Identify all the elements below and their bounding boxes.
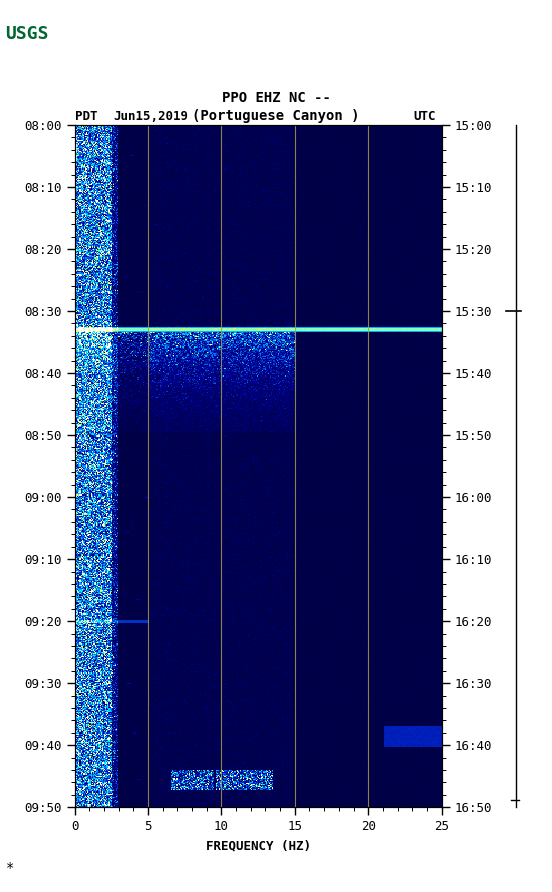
Text: (Portuguese Canyon ): (Portuguese Canyon ) (192, 109, 360, 123)
Text: Jun15,2019: Jun15,2019 (113, 110, 188, 123)
X-axis label: FREQUENCY (HZ): FREQUENCY (HZ) (205, 839, 311, 852)
Text: PDT: PDT (75, 110, 97, 123)
Text: UTC: UTC (413, 110, 436, 123)
Text: PPO EHZ NC --: PPO EHZ NC -- (221, 91, 331, 105)
Text: USGS: USGS (6, 25, 49, 43)
Text: *: * (6, 862, 14, 875)
